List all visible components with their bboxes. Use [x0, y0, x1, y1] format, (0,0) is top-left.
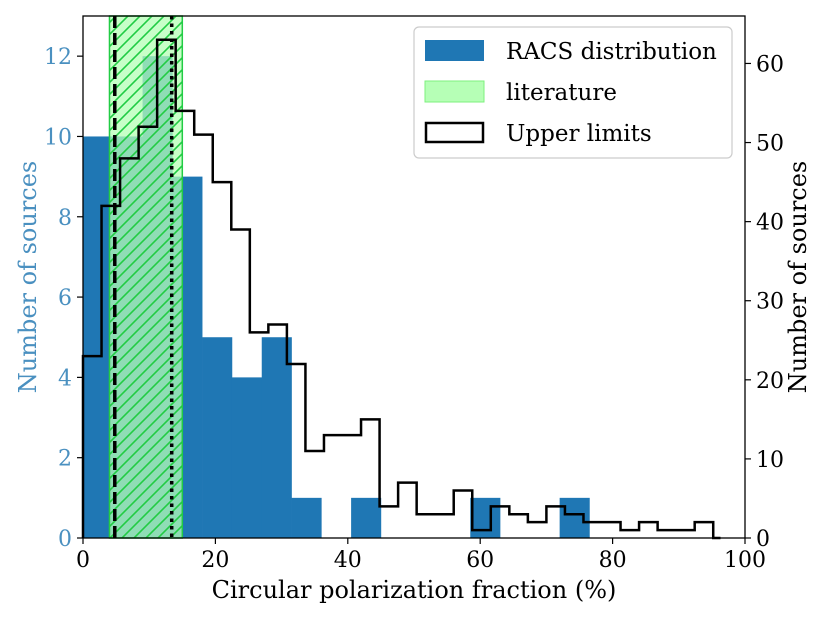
x-tick-label: 40: [334, 548, 362, 573]
racs-bar: [351, 497, 382, 538]
legend: RACS distribution literature Upper limits: [413, 26, 733, 159]
y-right-tick-label: 50: [756, 132, 784, 157]
x-tick-label: 100: [724, 548, 766, 573]
legend-swatch-racs: [425, 40, 484, 61]
x-tick-label: 80: [599, 548, 627, 573]
x-tick-label: 60: [466, 548, 494, 573]
y-left-tick-label: 0: [58, 527, 72, 552]
racs-bar: [291, 497, 322, 538]
y-left-tick-label: 12: [44, 45, 72, 70]
legend-swatch-upper-limits: [424, 121, 485, 144]
racs-bar: [202, 337, 233, 538]
y-left-tick-label: 6: [58, 286, 72, 311]
y-left-tick-label: 2: [58, 447, 72, 472]
legend-swatch-literature: [424, 80, 485, 103]
legend-box: [413, 26, 733, 159]
y-right-tick-label: 10: [756, 448, 784, 473]
x-tick-label: 0: [76, 548, 90, 573]
racs-bar: [559, 497, 590, 538]
legend-label-racs: RACS distribution: [506, 39, 717, 65]
reference-lines-layer: [113, 16, 174, 538]
legend-label-literature: literature: [506, 80, 617, 106]
axes-layer: 0 20 40 60 80 1000246810120102030405060Circul…: [14, 15, 812, 604]
legend-label-upper-limits: Upper limits: [506, 121, 652, 147]
racs-bar: [231, 377, 263, 538]
y-left-tick-label: 8: [58, 206, 72, 231]
y-left-tick-label: 10: [44, 125, 72, 150]
x-axis-label: Circular polarization fraction (%): [212, 576, 617, 604]
y-right-tick-label: 30: [756, 290, 784, 315]
plot-frame: [82, 15, 746, 539]
y-right-tick-label: 60: [756, 52, 784, 77]
y-right-axis-label: Number of sources: [784, 161, 812, 394]
racs-bar: [470, 497, 501, 538]
upper-limits-layer: [81, 38, 721, 540]
y-right-tick-label: 0: [756, 527, 770, 552]
racs-bar: [83, 136, 114, 538]
y-right-tick-label: 20: [756, 369, 784, 394]
racs-bar: [261, 337, 292, 538]
y-left-tick-label: 4: [58, 366, 72, 391]
y-left-axis-label: Number of sources: [14, 161, 42, 394]
y-right-tick-label: 40: [756, 211, 784, 236]
upper-limits-step: [81, 38, 721, 540]
x-tick-label: 20: [201, 548, 229, 573]
